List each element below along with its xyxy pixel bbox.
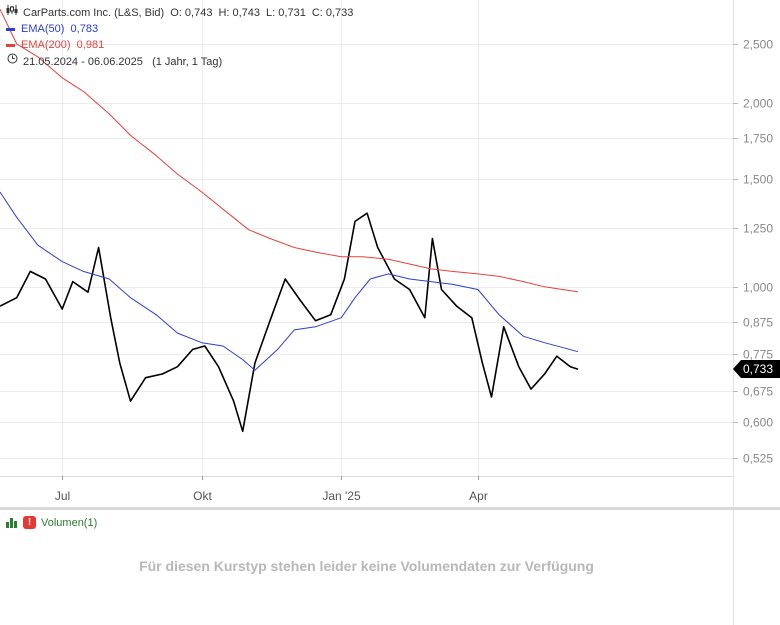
- date-range: 21.05.2024 - 06.06.2025: [23, 55, 143, 68]
- low-value: 0,731: [278, 7, 306, 19]
- plot-area: [0, 8, 579, 433]
- legend-range-row: 21.05.2024 - 06.06.2025 (1 Jahr, 1 Tag): [6, 53, 353, 70]
- clock-icon: [6, 53, 18, 70]
- y-tick-label: 1,250: [743, 222, 773, 236]
- range-info: (1 Jahr, 1 Tag): [152, 55, 223, 68]
- x-tick-label: Jan '25: [322, 489, 361, 503]
- y-tick-label: 0,875: [743, 316, 773, 330]
- close-label: C:: [311, 7, 323, 19]
- ema200-value: 0,981: [76, 39, 105, 51]
- warning-icon[interactable]: !: [23, 516, 36, 529]
- y-tick-label: 0,675: [743, 385, 773, 399]
- open-value: 0,743: [184, 7, 213, 19]
- candlestick-icon: [6, 5, 18, 21]
- y-tick-label: 2,000: [743, 97, 773, 111]
- bar-chart-icon: [6, 517, 17, 528]
- ema50-swatch: [6, 27, 15, 31]
- legend-ema50-row[interactable]: EMA(50) 0,783: [6, 21, 353, 37]
- last-price-tag: 0,733: [733, 360, 780, 378]
- high-label: H:: [218, 7, 230, 19]
- y-tick-label: 1,750: [743, 132, 773, 146]
- ema50-value: 0,783: [70, 23, 99, 35]
- pane-divider[interactable]: [0, 507, 780, 510]
- ema50-label: EMA(50): [21, 23, 65, 35]
- last-price-label: 0,733: [743, 362, 773, 376]
- y-tick-label: 0,775: [743, 348, 773, 362]
- high-value: 0,743: [232, 7, 261, 19]
- y-tick-label: 1,500: [743, 173, 773, 187]
- volume-label[interactable]: Volumen(1): [41, 516, 98, 529]
- volume-pane: ! Volumen(1) Für diesen Kurstyp stehen l…: [0, 512, 780, 625]
- instrument-title: CarParts.com Inc. (L&S, Bid): [23, 7, 165, 19]
- ema200-label: EMA(200): [21, 39, 71, 51]
- x-axis: Jul Okt Jan '25 Apr: [55, 476, 488, 503]
- y-tick-label: 0,600: [743, 416, 773, 430]
- grid: [0, 0, 733, 476]
- legend-title-row: CarParts.com Inc. (L&S, Bid) O: 0,743 H:…: [6, 5, 353, 21]
- volume-message: Für diesen Kurstyp stehen leider keine V…: [139, 558, 594, 574]
- price-chart[interactable]: 0,525 0,600 0,675 0,775 0,875 1,000 1,250 1,500…: [0, 0, 780, 512]
- x-tick-label: Okt: [193, 489, 212, 503]
- low-label: L:: [266, 7, 276, 19]
- legend-ema200-row[interactable]: EMA(200) 0,981: [6, 37, 353, 53]
- plot-background: [0, 0, 733, 508]
- close-value: 0,733: [325, 7, 354, 19]
- price-line: [0, 212, 579, 433]
- chart-legend: CarParts.com Inc. (L&S, Bid) O: 0,743 H:…: [6, 5, 353, 70]
- ema200-line: [0, 8, 579, 293]
- y-tick-label: 2,500: [743, 38, 773, 52]
- y-tick-label: 1,000: [743, 281, 773, 295]
- y-tick-label: 0,525: [743, 452, 773, 466]
- ema50-line: [0, 191, 579, 371]
- open-label: O:: [170, 7, 182, 19]
- y-axis: 0,525 0,600 0,675 0,775 0,875 1,000 1,250 1,500…: [733, 38, 773, 466]
- x-tick-label: Jul: [55, 489, 70, 503]
- volume-header: ! Volumen(1): [6, 516, 97, 529]
- volume-axis-line: [733, 512, 734, 625]
- ema200-swatch: [6, 43, 15, 47]
- x-tick-label: Apr: [469, 489, 488, 503]
